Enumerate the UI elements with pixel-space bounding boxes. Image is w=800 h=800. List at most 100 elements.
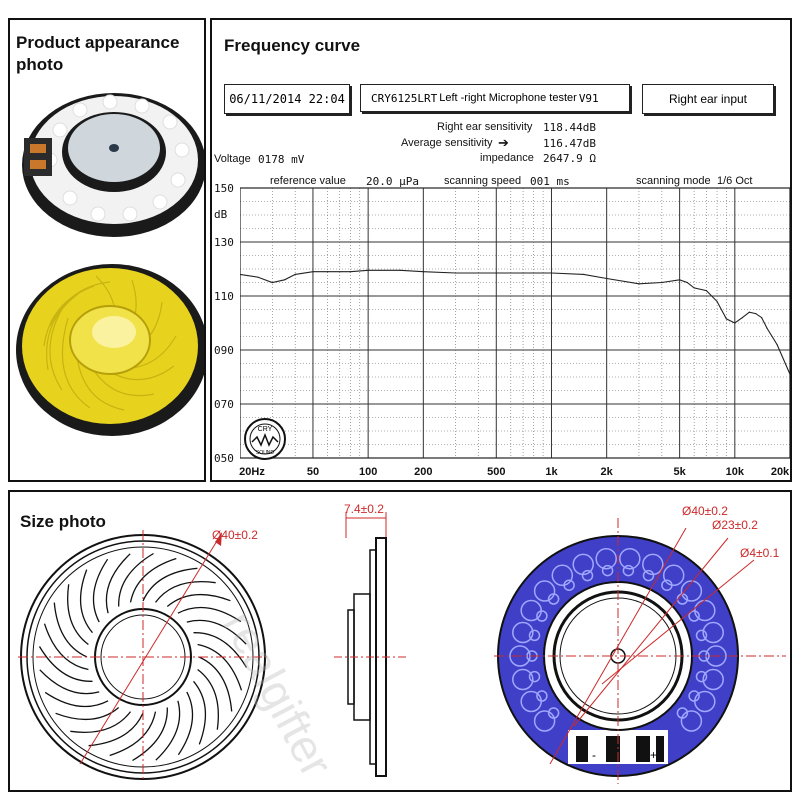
data-point	[661, 281, 663, 284]
y-unit-label: dB	[214, 208, 228, 221]
diaphragm-rib	[166, 593, 231, 607]
foam-hole	[547, 707, 560, 719]
diaphragm-rib	[154, 581, 216, 603]
reference-value: 20.0 μPa	[366, 175, 419, 188]
foam-hole	[662, 564, 685, 587]
size-panel: Size photo Ø40±0.2 7.4±0.2	[8, 490, 792, 792]
foam-hole	[676, 707, 689, 719]
foam-hole	[619, 547, 641, 570]
diaphragm-rib	[186, 619, 247, 645]
foam-hole	[688, 610, 700, 622]
data-point	[748, 311, 750, 313]
foam-hole	[533, 710, 556, 732]
x-tick-label: 2k	[600, 466, 613, 478]
diaphragm-rib	[88, 712, 144, 747]
diaphragm-rib	[198, 656, 233, 712]
impedance-value: 2647.9 Ω	[543, 152, 596, 165]
foam-hole	[688, 690, 700, 702]
side-thickness-dimension: 7.4±0.2	[344, 502, 384, 516]
data-point	[755, 312, 757, 315]
data-point	[271, 281, 273, 284]
foam-hole	[601, 564, 614, 577]
data-point	[257, 276, 259, 278]
data-point	[349, 271, 351, 273]
foam-hole	[563, 579, 575, 591]
right-middle-dimension: Ø23±0.2	[712, 518, 758, 532]
foam-hole	[622, 564, 635, 577]
plot-frame	[240, 187, 790, 459]
diaphragm-rib	[155, 700, 181, 761]
diaphragm-rib	[53, 602, 88, 658]
diaphragm-rib	[105, 553, 131, 614]
scanning-mode-label: scanning mode	[636, 175, 711, 187]
right-ear-sensitivity-value: 118.44dB	[543, 121, 596, 134]
diaphragm-rib	[142, 567, 198, 602]
right-outer-dimension: Ø40±0.2	[682, 504, 728, 518]
x-tick-label: 10k	[725, 466, 744, 478]
diaphragm-rib	[197, 668, 219, 730]
diaphragm-rib	[197, 643, 243, 691]
foam-hole	[536, 610, 548, 622]
data-point	[294, 273, 296, 275]
x-tick-label: 5k	[673, 466, 686, 478]
data-point	[789, 373, 790, 375]
data-point	[638, 283, 640, 285]
y-tick-label: 050	[214, 452, 234, 465]
diaphragm-rib	[43, 623, 89, 671]
diaphragm-rib	[129, 557, 177, 603]
data-point	[725, 318, 728, 320]
product-photo-heading-line1: Product appearance	[16, 33, 180, 52]
data-point	[705, 290, 708, 292]
x-tick-label: 20Hz	[239, 466, 265, 478]
data-point	[550, 272, 553, 274]
foam-hole	[551, 564, 574, 587]
frequency-panel: Frequency curve 06/11/2014 22:04 CRY6125…	[210, 18, 792, 482]
model-suffix: V91	[578, 91, 599, 105]
model-text: Left -right Microphone tester	[439, 92, 577, 104]
cry-sound-logo: CRY SOUND	[244, 418, 286, 460]
x-tick-label: 1k	[545, 466, 558, 478]
size-heading: Size photo	[20, 512, 106, 531]
diaphragm-rib	[39, 669, 100, 695]
x-tick-label: 50	[306, 466, 320, 478]
diaphragm-rib	[118, 552, 154, 607]
data-point	[455, 272, 457, 274]
foam-hole	[702, 621, 724, 644]
scanning-speed-label: scanning speed	[444, 175, 522, 187]
scanning-mode-value: 1/6 Oct	[717, 175, 753, 187]
product-photo-heading-line2: photo	[16, 55, 64, 74]
data-point	[312, 271, 314, 273]
diaphragm-drawing	[18, 530, 268, 782]
foam-hole	[533, 580, 556, 602]
foam-hole	[642, 569, 655, 582]
foam-hole	[536, 690, 548, 702]
diaphragm-rib	[177, 606, 242, 623]
foam-hole	[512, 668, 534, 691]
average-sensitivity-label: Average sensitivity	[401, 137, 493, 149]
input-box: Right ear input	[642, 84, 774, 114]
model-box: CRY6125LRT Left -right Microphone tester…	[360, 84, 630, 112]
y-tick-label: 090	[214, 344, 234, 357]
logo-text-bottom: SOUND	[256, 450, 274, 456]
data-point	[399, 269, 402, 271]
foam-hole	[695, 629, 708, 642]
data-point	[326, 271, 329, 273]
diaphragm-rib	[193, 632, 248, 668]
diaphragm-rib	[193, 680, 207, 745]
terminal-minus-label: -	[592, 748, 596, 762]
data-point	[367, 269, 369, 271]
frequency-plot	[240, 187, 790, 459]
voltage-label: Voltage	[214, 153, 251, 165]
data-point	[606, 277, 608, 280]
data-point	[716, 300, 718, 302]
diaphragm-rib	[44, 691, 109, 708]
data-point	[766, 327, 768, 329]
impedance-label: impedance	[480, 152, 534, 164]
date-box: 06/11/2014 22:04	[224, 84, 350, 114]
diaphragm-rib	[38, 646, 93, 682]
x-tick-label: 500	[487, 466, 506, 478]
product-photo-panel: Product appearance photo	[8, 18, 206, 482]
diaphragm-rib	[92, 558, 109, 623]
voltage-value: 0178 mV	[258, 153, 305, 166]
x-axis-labels: 20Hz 50 100 200 500 1k 2k 5k 10k 20k	[239, 466, 790, 480]
